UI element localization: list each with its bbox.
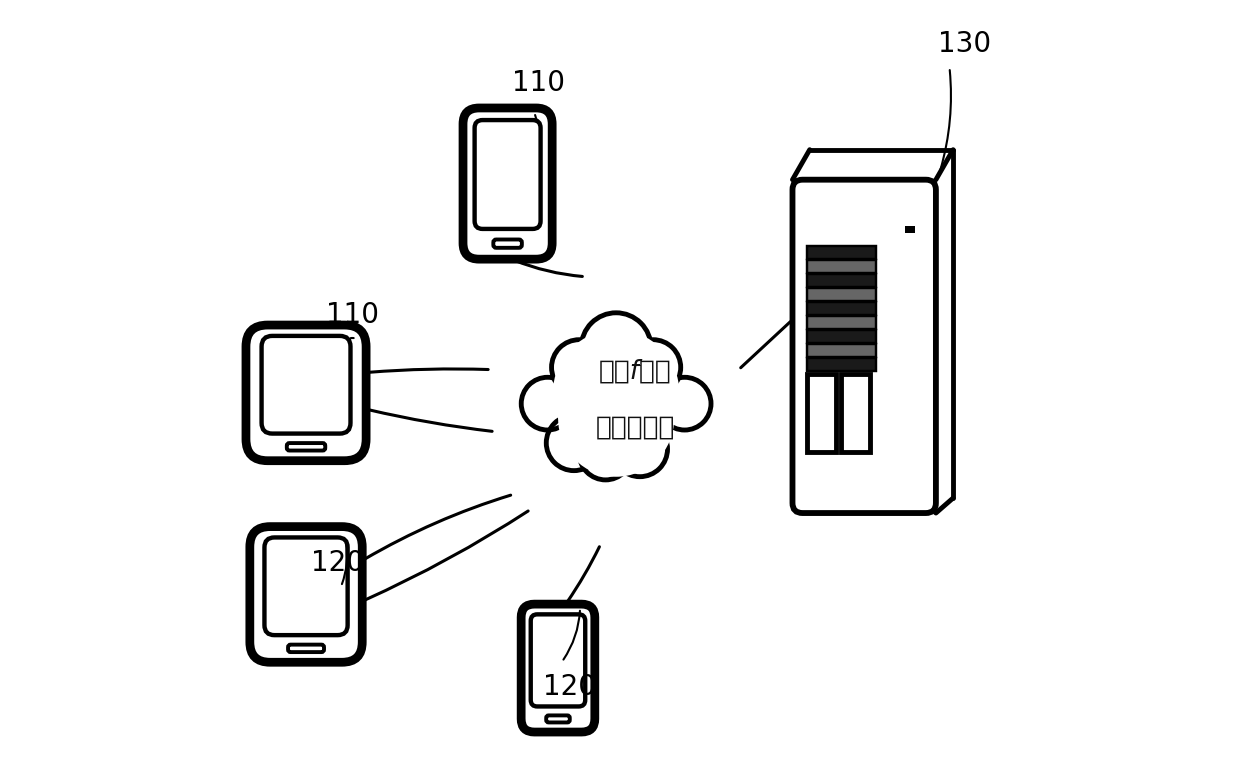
Circle shape [582,313,651,383]
Circle shape [579,427,632,480]
Circle shape [553,330,680,457]
Bar [807,275,875,287]
Text: 120: 120 [543,674,596,702]
Circle shape [521,377,574,430]
FancyBboxPatch shape [286,443,325,450]
FancyBboxPatch shape [494,240,522,248]
Text: 120: 120 [310,549,363,577]
FancyBboxPatch shape [521,605,595,732]
Bar [807,289,875,301]
Bar [841,374,870,452]
Bar [807,345,875,357]
Text: 或有线网络: 或有线网络 [595,415,676,441]
Bar [807,261,875,273]
Bar [807,317,875,329]
FancyBboxPatch shape [531,615,585,706]
Circle shape [625,340,681,395]
Bar [807,359,875,371]
FancyBboxPatch shape [262,336,351,433]
FancyBboxPatch shape [792,180,936,513]
Circle shape [547,415,601,471]
FancyBboxPatch shape [264,538,347,635]
Bar [807,247,875,259]
Circle shape [558,361,675,477]
FancyBboxPatch shape [546,716,569,723]
FancyBboxPatch shape [475,120,541,229]
FancyBboxPatch shape [246,325,366,461]
Text: 110: 110 [326,301,379,329]
Bar [807,374,836,452]
Circle shape [552,340,606,395]
Circle shape [613,422,667,477]
FancyBboxPatch shape [463,108,552,259]
Circle shape [658,377,711,430]
FancyBboxPatch shape [288,645,324,652]
Text: 110: 110 [512,68,565,96]
Text: 无箫f网络: 无箫f网络 [599,358,672,384]
Bar [807,331,875,343]
Bar [905,226,915,233]
Text: 130: 130 [939,30,992,58]
Bar [807,303,875,315]
FancyBboxPatch shape [249,527,362,662]
